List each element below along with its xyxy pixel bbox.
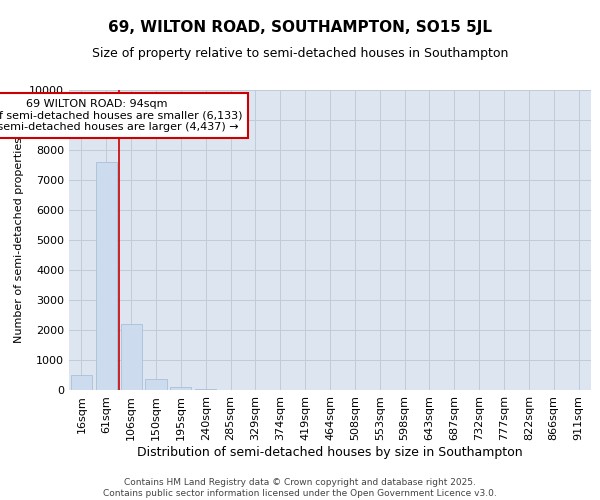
Bar xyxy=(96,162,117,390)
Text: 69 WILTON ROAD: 94sqm
← 57% of semi-detached houses are smaller (6,133)
41% of s: 69 WILTON ROAD: 94sqm ← 57% of semi-deta… xyxy=(0,99,242,132)
Text: 69, WILTON ROAD, SOUTHAMPTON, SO15 5JL: 69, WILTON ROAD, SOUTHAMPTON, SO15 5JL xyxy=(108,20,492,35)
Bar xyxy=(121,324,142,390)
X-axis label: Distribution of semi-detached houses by size in Southampton: Distribution of semi-detached houses by … xyxy=(137,446,523,458)
Bar xyxy=(71,375,92,390)
Y-axis label: Number of semi-detached properties: Number of semi-detached properties xyxy=(14,137,23,343)
Text: Size of property relative to semi-detached houses in Southampton: Size of property relative to semi-detach… xyxy=(92,48,508,60)
Text: Contains HM Land Registry data © Crown copyright and database right 2025.
Contai: Contains HM Land Registry data © Crown c… xyxy=(103,478,497,498)
Bar xyxy=(195,388,216,390)
Bar xyxy=(145,378,167,390)
Bar xyxy=(170,387,191,390)
